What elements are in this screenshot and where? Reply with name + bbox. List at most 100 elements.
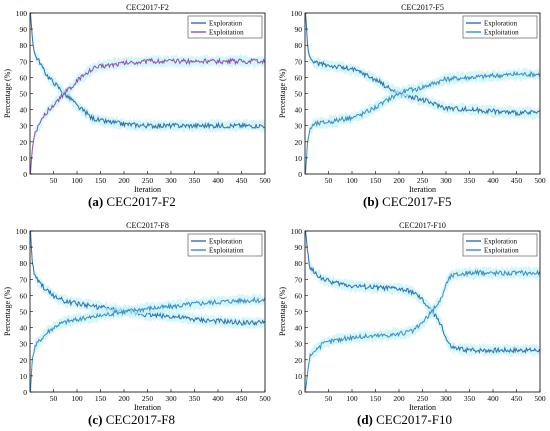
x-tick-label: 350 [189,394,201,403]
x-tick-label: 250 [417,176,429,185]
x-tick-label: 100 [346,394,358,403]
x-tick-label: 100 [71,176,83,185]
y-tick-label: 80 [295,259,303,268]
chart-title: CEC2017-F10 [399,221,446,230]
legend-entry: Exploitation [209,247,244,255]
x-tick-label: 150 [370,394,382,403]
x-tick-label: 250 [142,394,154,403]
y-tick-label: 10 [295,154,303,163]
caption-d: (d) CEC2017-F10 [357,412,452,427]
series-line-1 [305,13,540,117]
y-tick-label: 40 [295,324,303,333]
y-tick-label: 40 [20,106,28,115]
y-tick-label: 50 [20,90,28,99]
x-tick-label: 400 [487,394,499,403]
x-tick-label: 500 [259,176,271,185]
legend-box [187,233,263,257]
y-tick-label: 20 [20,138,28,147]
legend-box [187,15,263,39]
x-tick-label: 300 [440,394,452,403]
x-tick-label: 350 [464,394,476,403]
y-tick-label: 100 [291,9,303,18]
y-tick-label: 30 [20,122,28,131]
y-tick-label: 100 [16,227,28,236]
x-tick-label: 150 [95,394,107,403]
y-tick-label: 30 [20,340,28,349]
x-tick-label: 450 [236,176,248,185]
x-axis-label: Iteration [134,185,161,194]
legend-box [462,15,538,39]
y-tick-label: 50 [20,308,28,317]
y-tick-label: 0 [298,388,302,397]
y-tick-label: 90 [20,25,28,34]
chart-title: CEC2017-F8 [126,221,169,230]
x-tick-label: 100 [71,394,83,403]
chart-panel-4: CEC2017-F10 0 10 20 30 40 50 60 70 80 90 100 50 100 15… [278,221,546,412]
y-tick-label: 50 [295,308,303,317]
x-tick-label: 350 [189,176,201,185]
y-tick-label: 0 [23,388,27,397]
x-tick-label: 200 [393,394,405,403]
y-tick-label: 90 [295,243,303,252]
chart-panel-1: CEC2017-F2 0 10 20 30 40 50 60 70 80 90 100 50 100 150… [3,3,271,194]
chart-panel-3: CEC2017-F8 0 10 20 30 40 50 60 70 80 90 100 50 100 150… [3,221,271,412]
y-tick-label: 50 [295,90,303,99]
y-tick-label: 70 [20,57,28,66]
y-tick-label: 100 [16,9,28,18]
x-tick-label: 50 [325,394,333,403]
x-tick-label: 150 [370,176,382,185]
x-tick-label: 400 [212,176,224,185]
y-tick-label: 70 [295,275,303,284]
y-tick-label: 0 [23,170,27,179]
chart-title: CEC2017-F5 [401,3,444,12]
y-tick-label: 40 [20,324,28,333]
x-axis-label: Iteration [409,185,436,194]
legend-box [462,233,538,257]
y-tick-label: 20 [20,356,28,365]
y-tick-label: 80 [20,259,28,268]
y-tick-label: 60 [295,291,303,300]
x-tick-label: 350 [464,176,476,185]
x-tick-label: 100 [346,176,358,185]
x-tick-label: 300 [165,176,177,185]
x-axis-label: Iteration [409,403,436,412]
y-tick-label: 60 [20,73,28,82]
series-band [30,13,265,133]
y-axis-label: Percentage (%) [278,287,287,336]
y-axis-label: Percentage (%) [3,69,12,118]
y-tick-label: 10 [20,372,28,381]
caption-b: (b) CEC2017-F5 [363,194,452,209]
series-band [30,54,265,174]
y-tick-label: 20 [295,138,303,147]
x-tick-label: 200 [118,176,130,185]
caption-a: (a) CEC2017-F2 [88,194,176,209]
x-tick-label: 250 [417,394,429,403]
legend-entry: Exploration [484,20,518,28]
chart-panel-2: CEC2017-F5 0 10 20 30 40 50 60 70 80 90 100 50 100 150… [278,3,546,194]
legend-entry: Exploration [209,20,243,28]
y-tick-label: 70 [295,57,303,66]
legend-entry: Exploration [484,238,518,246]
y-tick-label: 10 [295,372,303,381]
x-tick-label: 50 [50,394,58,403]
x-tick-label: 500 [534,394,546,403]
series-line-1 [305,230,540,354]
x-tick-label: 50 [50,176,58,185]
series-line-2 [30,296,265,391]
x-tick-label: 500 [534,176,546,185]
y-axis-label: Percentage (%) [3,287,12,336]
y-tick-label: 90 [20,243,28,252]
series-line-2 [30,57,265,174]
y-tick-label: 60 [20,291,28,300]
legend-entry: Exploitation [484,29,519,37]
y-axis-label: Percentage (%) [278,69,287,118]
legend-entry: Exploitation [209,29,244,37]
x-tick-label: 400 [487,176,499,185]
y-tick-label: 30 [295,122,303,131]
x-tick-label: 200 [118,394,130,403]
y-tick-label: 20 [295,356,303,365]
